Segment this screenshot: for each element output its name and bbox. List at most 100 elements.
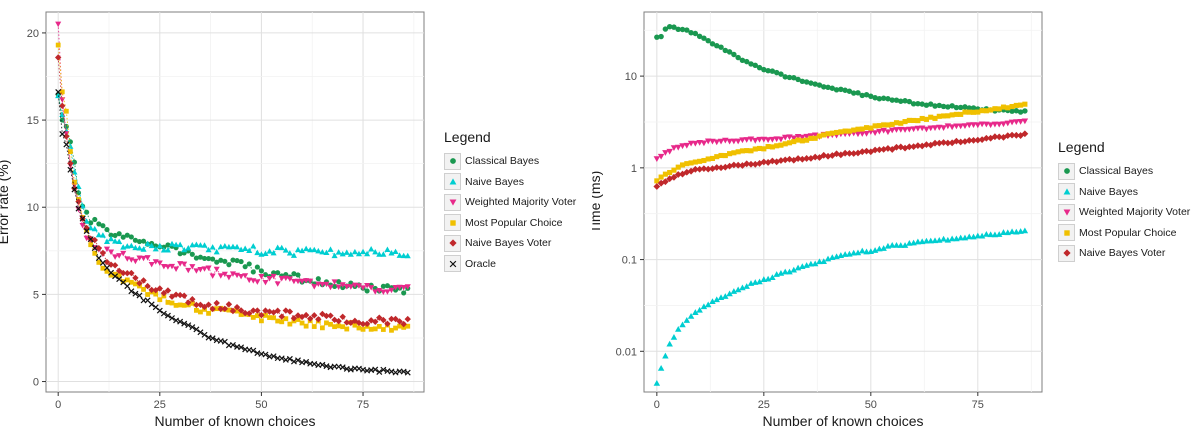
data-point bbox=[319, 325, 325, 331]
data-point bbox=[372, 248, 379, 255]
data-point bbox=[1008, 131, 1016, 139]
data-point bbox=[79, 215, 86, 222]
data-point bbox=[229, 307, 237, 315]
data-point bbox=[692, 159, 698, 165]
data-point bbox=[254, 249, 261, 256]
data-point bbox=[902, 119, 908, 125]
data-point bbox=[404, 315, 411, 323]
data-point bbox=[683, 317, 691, 323]
data-point bbox=[876, 128, 883, 135]
data-point bbox=[84, 209, 90, 215]
data-point bbox=[225, 243, 232, 250]
data-point bbox=[790, 266, 798, 273]
data-point bbox=[654, 34, 660, 40]
data-point bbox=[962, 109, 968, 115]
data-point bbox=[99, 259, 106, 266]
data-point bbox=[283, 316, 289, 322]
data-point bbox=[372, 289, 379, 295]
data-point bbox=[834, 129, 840, 136]
data-point bbox=[63, 133, 70, 140]
data-point bbox=[842, 128, 848, 134]
data-point bbox=[1021, 130, 1029, 138]
data-point bbox=[400, 285, 407, 291]
data-point bbox=[270, 353, 277, 360]
data-point bbox=[206, 310, 211, 316]
data-point bbox=[722, 47, 729, 54]
data-point bbox=[881, 122, 887, 128]
data-point bbox=[88, 220, 94, 226]
data-point bbox=[266, 308, 273, 315]
data-point bbox=[688, 30, 694, 36]
data-point bbox=[302, 311, 310, 319]
data-point bbox=[303, 358, 310, 365]
data-point bbox=[748, 61, 754, 67]
data-point bbox=[654, 178, 660, 184]
data-point bbox=[404, 252, 411, 259]
plot-panel bbox=[45, 11, 425, 393]
data-point bbox=[697, 158, 703, 164]
data-point bbox=[323, 249, 330, 256]
data-point bbox=[812, 135, 818, 141]
data-point bbox=[67, 149, 73, 154]
data-point bbox=[343, 249, 350, 255]
x-tick-label: 75 bbox=[972, 399, 984, 411]
legend-key-icon bbox=[444, 173, 461, 191]
data-point bbox=[863, 248, 870, 255]
data-point bbox=[339, 250, 346, 257]
data-point bbox=[714, 42, 720, 49]
data-point bbox=[705, 156, 711, 162]
data-point bbox=[739, 148, 745, 154]
data-point bbox=[177, 302, 183, 308]
data-point bbox=[795, 137, 801, 143]
data-point bbox=[928, 101, 934, 107]
data-point bbox=[811, 153, 819, 161]
data-point bbox=[279, 319, 285, 325]
data-point bbox=[148, 301, 155, 308]
data-point bbox=[396, 252, 403, 258]
data-point bbox=[140, 238, 147, 244]
data-point bbox=[661, 178, 669, 186]
data-point bbox=[213, 248, 220, 255]
data-point bbox=[205, 265, 212, 271]
legend-time: Legend Classical Bayes Naive Bayes Weighte… bbox=[1058, 139, 1190, 264]
data-point bbox=[136, 245, 143, 251]
data-point bbox=[388, 250, 395, 256]
data-point bbox=[948, 124, 956, 131]
data-point bbox=[388, 368, 395, 375]
data-point bbox=[1017, 109, 1024, 115]
legend-label: Weighted Majority Voter bbox=[465, 196, 577, 209]
legend-key-icon bbox=[1058, 183, 1075, 201]
data-point bbox=[112, 273, 119, 280]
data-point bbox=[133, 281, 138, 287]
data-point bbox=[868, 93, 874, 99]
data-point bbox=[136, 292, 143, 299]
data-point bbox=[995, 231, 1003, 237]
data-point bbox=[807, 260, 815, 267]
data-point bbox=[168, 263, 176, 270]
data-point bbox=[773, 136, 780, 143]
data-point bbox=[970, 122, 977, 129]
data-point bbox=[679, 26, 686, 33]
data-point bbox=[751, 160, 759, 168]
data-point bbox=[687, 313, 695, 319]
series-classical-bayes bbox=[55, 91, 411, 296]
data-point bbox=[803, 133, 810, 140]
data-point bbox=[726, 162, 733, 170]
data-point bbox=[782, 74, 788, 80]
data-point bbox=[983, 231, 990, 237]
data-point bbox=[96, 221, 102, 227]
data-point bbox=[731, 51, 737, 58]
data-point bbox=[727, 151, 733, 157]
data-point bbox=[164, 264, 171, 270]
data-point bbox=[941, 113, 947, 119]
data-point bbox=[380, 289, 387, 295]
data-point bbox=[185, 322, 192, 329]
data-point bbox=[667, 169, 673, 176]
data-point bbox=[906, 98, 913, 105]
data-point bbox=[910, 143, 918, 151]
data-point bbox=[683, 142, 691, 149]
data-point bbox=[294, 246, 302, 253]
data-point bbox=[936, 113, 942, 119]
data-point bbox=[254, 279, 261, 285]
x-axis-title: Number of known choices bbox=[154, 413, 315, 429]
